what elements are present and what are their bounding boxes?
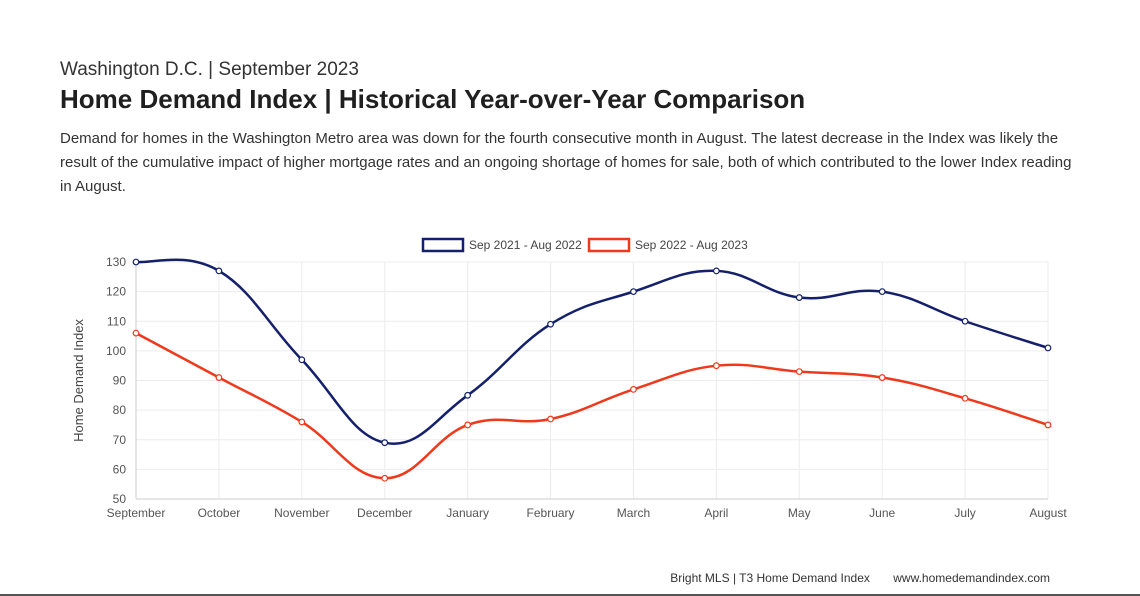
data-point [464, 391, 472, 399]
page-description: Demand for homes in the Washington Metro… [60, 130, 1072, 195]
x-tick-label: December [357, 506, 412, 520]
data-point [381, 439, 389, 447]
legend-label-1: Sep 2021 - Aug 2022 [469, 238, 582, 252]
data-point [547, 320, 554, 328]
x-tick-label: July [954, 506, 975, 520]
grid [135, 261, 1049, 500]
data-point [132, 329, 140, 337]
y-tick-label: 80 [113, 403, 127, 417]
data-point [795, 294, 803, 301]
data-point [712, 362, 720, 370]
data-point [878, 374, 886, 381]
y-tick-label: 130 [106, 255, 126, 269]
data-point [464, 421, 472, 429]
legend-swatch-1 [421, 237, 465, 253]
x-tick-label: February [527, 506, 575, 520]
x-tick-label: May [788, 506, 811, 520]
legend[interactable]: Sep 2021 - Aug 2022 Sep 2022 - Aug 2023 [421, 237, 748, 253]
y-tick-label: 70 [113, 433, 127, 447]
y-tick-label: 100 [106, 344, 126, 358]
data-point [1044, 344, 1052, 352]
series-line-2 [135, 331, 1049, 480]
legend-label-2: Sep 2022 - Aug 2023 [635, 238, 748, 252]
data-point [878, 288, 886, 296]
data-point [298, 418, 306, 426]
x-tick-label: June [869, 506, 895, 520]
data-point [132, 258, 140, 266]
data-point [1044, 421, 1052, 429]
data-point [630, 385, 637, 393]
data-point [961, 317, 969, 325]
data-point [547, 415, 554, 423]
page-title: Home Demand Index | Historical Year-over… [60, 84, 806, 114]
y-tick-label: 90 [113, 374, 127, 388]
header: Washington D.C. | September 2023 Home De… [60, 58, 1100, 199]
x-tick-label: October [198, 506, 241, 520]
y-tick-label: 50 [113, 492, 127, 506]
axes: 50 60 70 80 90 100 110 120 130 September October No… [71, 255, 1067, 520]
data-point [712, 267, 720, 275]
x-tick-label: August [1029, 506, 1067, 520]
x-tick-label: April [704, 506, 728, 520]
data-point [215, 374, 223, 381]
footer-url[interactable]: www.homedemandindex.com [893, 571, 1050, 585]
data-point [961, 394, 969, 402]
x-tick-label: November [274, 506, 329, 520]
series-line-1 [135, 258, 1049, 445]
y-tick-label: 110 [107, 314, 126, 328]
line-chart: 50 60 70 80 90 100 110 120 130 September October No… [71, 237, 1067, 520]
legend-swatch-2 [587, 237, 631, 253]
bottom-divider [0, 594, 1140, 596]
page-subtitle: Washington D.C. | September 2023 [60, 59, 359, 80]
footer: Bright MLS | T3 Home Demand Index www.ho… [670, 571, 1050, 585]
x-tick-label: March [617, 506, 650, 520]
y-tick-label: 60 [113, 462, 127, 476]
y-tick-label: 120 [106, 285, 126, 299]
footer-source: Bright MLS | T3 Home Demand Index [670, 571, 870, 585]
data-point [630, 288, 637, 296]
x-tick-label: September [107, 506, 166, 520]
data-point [215, 267, 223, 275]
series [132, 258, 1052, 482]
data-point [795, 368, 803, 376]
data-point [298, 356, 306, 364]
data-point [381, 474, 389, 482]
x-tick-label: January [446, 506, 489, 520]
y-axis-title: Home Demand Index [71, 319, 86, 442]
